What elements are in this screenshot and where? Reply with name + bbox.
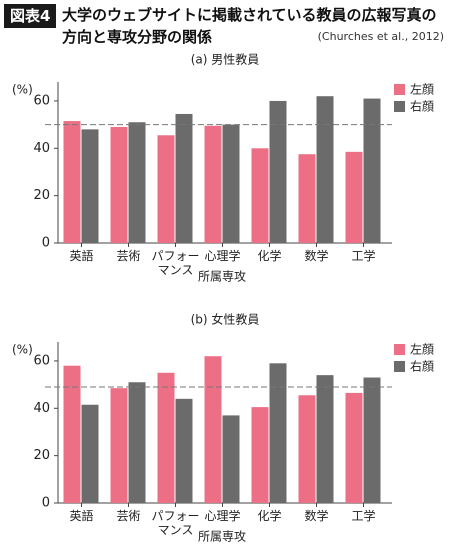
bar	[251, 407, 269, 503]
bar	[63, 121, 81, 243]
bar	[251, 148, 269, 243]
bar	[204, 356, 222, 503]
figure-title: 大学のウェブサイトに掲載されている教員の広報写真の方向と専攻分野の関係	[62, 6, 437, 46]
legend-swatch	[394, 361, 405, 372]
x-tick-label: 英語	[69, 509, 94, 523]
x-tick-label: 化学	[257, 509, 282, 523]
y-tick-label: 0	[42, 496, 50, 511]
bar	[128, 382, 146, 503]
bar	[298, 395, 316, 503]
x-tick-label: 芸術	[116, 249, 141, 263]
legend-label: 左顔	[410, 82, 434, 97]
x-tick-label: 数学	[304, 249, 329, 263]
x-axis-label: 所属専攻	[198, 530, 246, 544]
y-tick-label: 20	[33, 188, 50, 203]
bar	[157, 372, 175, 503]
bar	[269, 100, 287, 243]
y-tick-label: 20	[33, 448, 50, 463]
y-tick-label: 60	[33, 93, 50, 108]
bar	[128, 122, 146, 243]
x-tick-label: 英語	[69, 249, 94, 263]
bar	[298, 154, 316, 243]
bar	[204, 125, 222, 243]
x-tick-label: パフォーマンス	[151, 249, 200, 277]
y-axis-label: (%)	[12, 83, 33, 97]
bar	[175, 398, 193, 503]
figure-source: (Churches et al., 2012)	[317, 30, 444, 43]
x-tick-label: パフォーマンス	[151, 509, 200, 537]
bar	[110, 126, 128, 243]
bar	[222, 124, 240, 243]
x-tick-label: 工学	[351, 509, 376, 523]
legend-swatch	[394, 84, 405, 95]
y-tick-label: 40	[33, 401, 50, 416]
chart-title: (a) 男性教員	[191, 52, 260, 67]
legend-label: 右顔	[410, 99, 434, 114]
bar	[81, 129, 99, 243]
legend-swatch	[394, 344, 405, 355]
x-axis-label: 所属専攻	[198, 270, 246, 284]
bar	[157, 135, 175, 243]
bar	[363, 98, 381, 243]
bar	[345, 151, 363, 243]
y-axis-label: (%)	[12, 343, 33, 357]
y-tick-label: 60	[33, 353, 50, 368]
x-tick-label: 数学	[304, 509, 329, 523]
x-tick-label: 心理学	[204, 509, 241, 523]
bar	[316, 375, 334, 503]
y-tick-label: 0	[42, 236, 50, 251]
bar	[175, 113, 193, 244]
legend-label: 右顔	[410, 359, 434, 374]
figure-badge: 図表4	[4, 4, 57, 28]
x-tick-label: 心理学	[204, 249, 241, 263]
legend-swatch	[394, 101, 405, 112]
bar	[81, 404, 99, 503]
bar	[222, 415, 240, 503]
bar	[316, 96, 334, 244]
x-tick-label: 芸術	[116, 509, 141, 523]
bar	[345, 392, 363, 503]
x-tick-label: 工学	[351, 249, 376, 263]
y-tick-label: 40	[33, 141, 50, 156]
bar	[363, 377, 381, 503]
bar	[110, 388, 128, 503]
legend-label: 左顔	[410, 342, 434, 357]
chart-title: (b) 女性教員	[191, 312, 260, 327]
bar	[269, 363, 287, 503]
x-tick-label: 化学	[257, 249, 282, 263]
bar	[63, 365, 81, 503]
